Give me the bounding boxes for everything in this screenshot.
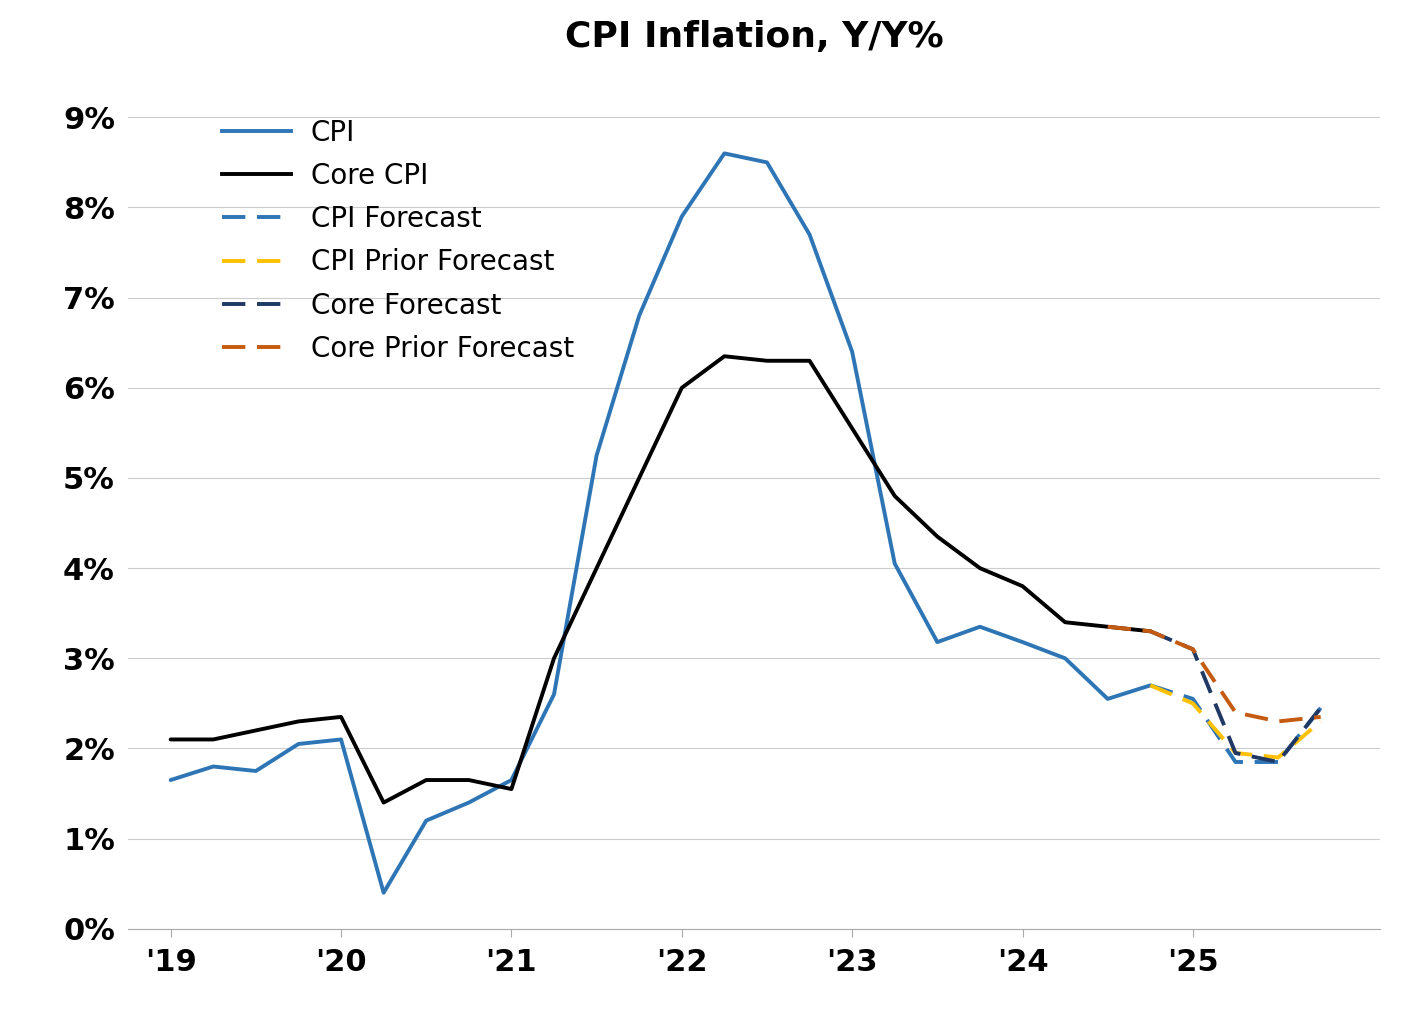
Legend: CPI, Core CPI, CPI Forecast, CPI Prior Forecast, Core Forecast, Core Prior Forec: CPI, Core CPI, CPI Forecast, CPI Prior F…	[211, 107, 585, 375]
Title: CPI Inflation, Y/Y%: CPI Inflation, Y/Y%	[565, 21, 943, 55]
